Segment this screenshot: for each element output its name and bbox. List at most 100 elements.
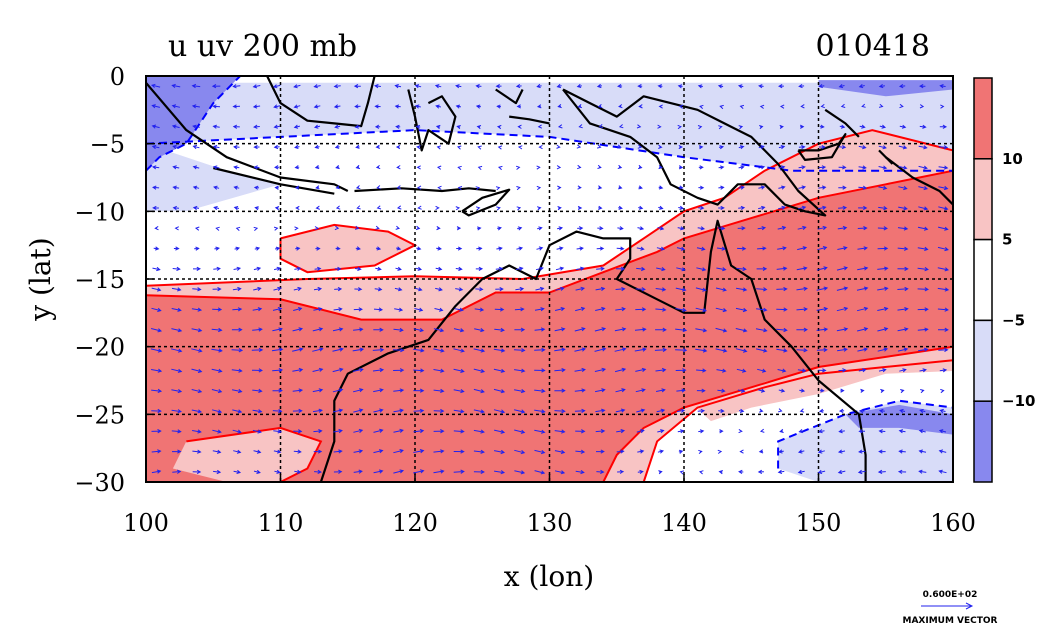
wind-vector-673	[818, 408, 824, 413]
wind-vector-603	[211, 389, 223, 394]
wind-vector-654	[433, 408, 445, 414]
wind-vector-762	[192, 469, 202, 475]
wind-vector-25	[657, 84, 663, 89]
wind-vector-270	[758, 205, 766, 210]
wind-vector-384	[636, 266, 646, 272]
wind-vector-171	[375, 165, 381, 170]
wind-vector-263	[618, 205, 623, 210]
wind-vector-688	[313, 429, 323, 434]
wind-vector-164	[233, 165, 240, 170]
wind-vector-290	[354, 225, 360, 230]
wind-vector-495	[453, 328, 465, 333]
wind-vector-786	[679, 470, 685, 475]
wind-vector-593	[818, 368, 827, 373]
wind-vector-439	[937, 287, 950, 292]
wind-vector-472	[796, 307, 808, 312]
wind-vector-155	[858, 145, 867, 150]
wind-vector-252	[396, 205, 402, 210]
wind-vector-537	[493, 348, 506, 353]
wind-vector-192	[798, 165, 806, 170]
wind-vector-265	[658, 205, 664, 210]
coastline-sulawesi	[407, 89, 457, 152]
wind-vector-553	[816, 347, 828, 353]
wind-vector-291	[375, 225, 380, 230]
wind-vector-131	[375, 144, 380, 150]
wind-vector-239	[938, 185, 949, 191]
wind-vector-5	[252, 84, 261, 89]
fill-strong-negative-nw	[146, 76, 241, 171]
wind-vector-144	[637, 144, 643, 149]
wind-vector-601	[171, 389, 183, 394]
wind-vector-539	[534, 347, 546, 353]
wind-vector-613	[413, 388, 425, 393]
wind-vector-611	[373, 388, 384, 393]
wind-vector-443	[212, 307, 223, 312]
wind-vector-624	[635, 388, 646, 393]
fill-weak-positive-se	[697, 356, 953, 422]
wind-vector-345	[656, 246, 666, 251]
wind-vector-487	[292, 327, 304, 332]
wind-vector-636	[880, 388, 885, 393]
wind-vector-471	[776, 307, 788, 312]
wind-vector-177	[497, 165, 503, 171]
wind-vector-228	[718, 185, 725, 190]
wind-vector-395	[857, 266, 869, 271]
wind-vector-784	[637, 469, 644, 474]
wind-vector-169	[335, 165, 340, 170]
x-axis-label: x (lon)	[504, 560, 594, 593]
coastline-solomon	[885, 156, 953, 206]
wind-vector-454	[434, 307, 444, 312]
wind-vector-585	[655, 367, 667, 373]
wind-vector-441	[171, 307, 182, 312]
wind-vector-11	[374, 84, 381, 89]
wind-vector-111	[779, 124, 784, 130]
wind-vector-356	[877, 246, 889, 251]
wind-vector-142	[596, 144, 602, 149]
wind-vector-448	[313, 307, 323, 312]
colorbar-swatch-0	[973, 77, 993, 160]
wind-vector-104	[636, 124, 642, 129]
wind-vector-35	[858, 84, 865, 89]
wind-vector-360	[152, 266, 161, 272]
wind-vector-567	[292, 367, 304, 373]
wind-vector-721	[171, 449, 182, 454]
wind-vector-558	[918, 347, 929, 352]
wind-vector-669	[738, 408, 745, 413]
wind-vector-763	[213, 469, 222, 475]
wind-vector-549	[735, 348, 748, 353]
wind-vector-679	[939, 408, 946, 414]
wind-vector-778	[514, 470, 526, 475]
wind-vector-61	[577, 104, 583, 109]
wind-vector-110	[759, 125, 764, 130]
wind-vector-445	[252, 307, 263, 312]
wind-vector-425	[655, 287, 667, 292]
colorbar-label-1: 5	[1002, 231, 1012, 249]
wind-vector-176	[477, 165, 483, 171]
wind-vector-737	[494, 449, 506, 455]
wind-vector-453	[414, 307, 424, 312]
wind-vector-158	[918, 145, 928, 150]
wind-vector-631	[778, 388, 786, 393]
wind-vector-74	[840, 103, 846, 108]
wind-vector-135	[456, 145, 462, 150]
wind-vector-355	[857, 246, 868, 251]
wind-vector-179	[536, 165, 541, 170]
wind-vector-119	[939, 124, 948, 129]
wind-vector-789	[738, 469, 744, 475]
wind-vector-316	[877, 226, 888, 231]
wind-vector-113	[819, 124, 825, 129]
wind-vector-258	[516, 206, 522, 211]
wind-vector-496	[474, 328, 485, 333]
wind-vector-666	[677, 408, 686, 413]
wind-vector-331	[375, 246, 382, 251]
wind-vector-359	[937, 246, 949, 252]
wind-vector-217	[495, 186, 501, 191]
wind-vector-542	[594, 347, 607, 352]
wind-vector-667	[697, 408, 706, 414]
wind-vector-457	[494, 307, 505, 312]
wind-vector-329	[335, 246, 341, 251]
wind-vector-342	[596, 246, 605, 251]
wind-vector-319	[937, 226, 949, 231]
wind-vector-170	[355, 164, 361, 170]
wind-vector-794	[837, 469, 846, 474]
